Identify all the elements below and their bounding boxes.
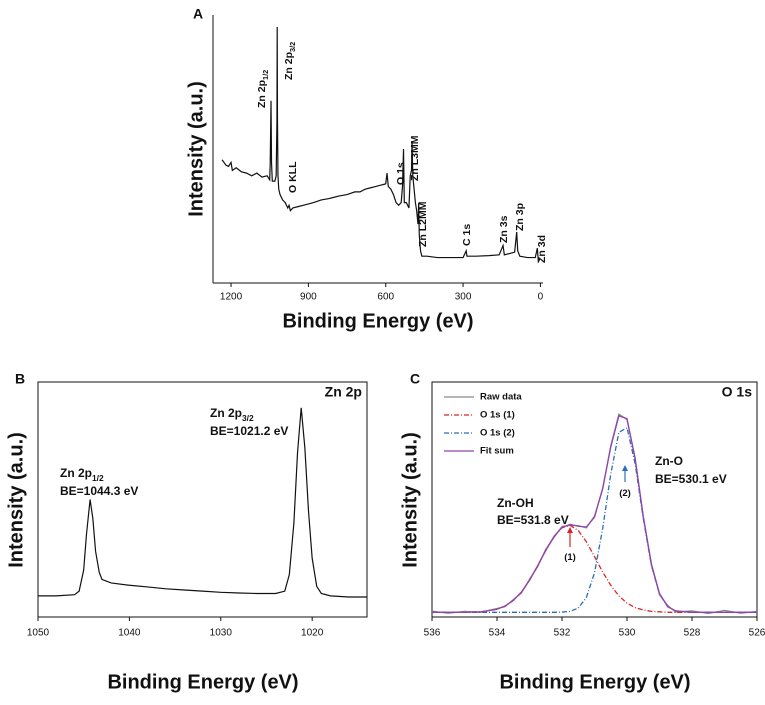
panel-letter: A (193, 6, 203, 22)
annotation: (2) (619, 488, 631, 499)
annotation-text: O 1s (395, 162, 407, 185)
annotation-text: BE=530.1 eV (655, 472, 727, 486)
panel-title: Zn 2p (325, 384, 362, 400)
annotation-text: BE=531.8 eV (497, 513, 569, 527)
annotation-text: O KLL (287, 161, 299, 193)
annotation-text: Zn 2p (283, 52, 295, 80)
x-tick-label: 536 (424, 628, 441, 639)
annotation: O KLL (287, 161, 299, 193)
annotation-text: Zn 2p (210, 406, 242, 420)
series-line (432, 524, 757, 613)
series-line (431, 413, 758, 615)
annotation: Zn 3d (536, 235, 548, 263)
annotation: Zn 2p3/2 (283, 42, 298, 80)
annotation: Zn L3MM (409, 135, 421, 181)
annotation: Zn-OH (497, 496, 534, 510)
x-tick-label: 534 (489, 628, 506, 639)
panel-letter: B (15, 371, 25, 387)
annotation-text: Zn 3p (514, 203, 526, 231)
annotation-text: (1) (564, 552, 576, 563)
legend-label: Fit sum (480, 446, 514, 457)
annotation-text: Zn 3s (498, 215, 510, 243)
annotation: Zn L2MM (417, 201, 429, 247)
legend-label: O 1s (2) (480, 428, 515, 439)
x-axis-label: Binding Energy (eV) (499, 671, 690, 693)
annotation: Zn 3s (498, 215, 510, 243)
x-tick-label: 1050 (27, 628, 50, 639)
annotation: Zn 2p1/2 (256, 70, 271, 108)
annotation: Zn 2p3/2 (210, 406, 254, 423)
annotation: O 1s (395, 162, 407, 185)
plot-frame (431, 381, 758, 618)
annotation-text: Zn L3MM (409, 135, 421, 181)
annotation: BE=1044.3 eV (60, 484, 138, 498)
x-tick-label: 1020 (301, 628, 324, 639)
x-tick-label: 1030 (210, 628, 233, 639)
annotation-text: Zn-O (655, 454, 683, 468)
annotation: BE=1021.2 eV (210, 424, 288, 438)
x-axis-label: Binding Energy (eV) (282, 310, 473, 332)
annotation: Zn 3p (514, 203, 526, 231)
annotation: Zn-O (655, 454, 683, 468)
annotation-text: C 1s (461, 224, 473, 246)
x-tick-label: 600 (377, 292, 394, 303)
annotation-sub: 1/2 (261, 70, 270, 80)
annotation: Zn 2p1/2 (60, 466, 104, 483)
series-line (221, 27, 541, 264)
annotation-text: Zn 3d (536, 235, 548, 263)
annotation: BE=531.8 eV (497, 513, 569, 527)
plot-frame (37, 381, 368, 618)
series-line (432, 414, 757, 613)
x-tick-label: 0 (538, 292, 544, 303)
panel-letter: C (410, 371, 420, 387)
y-axis-label: Intensity (a.u.) (5, 432, 27, 568)
x-tick-label: 526 (749, 628, 765, 639)
y-axis-label: Intensity (a.u.) (185, 81, 207, 217)
annotation: (1) (564, 552, 576, 563)
annotation-text: Zn-OH (497, 496, 534, 510)
annotation-sub: 3/2 (288, 42, 297, 52)
legend-label: Raw data (480, 392, 522, 403)
y-axis-label: Intensity (a.u.) (399, 432, 421, 568)
annotation: BE=530.1 eV (655, 472, 727, 486)
annotation-text: Zn 2p (60, 466, 92, 480)
panel-title: O 1s (722, 384, 753, 400)
x-tick-label: 532 (554, 628, 571, 639)
x-tick-label: 528 (684, 628, 701, 639)
annotation-text: BE=1021.2 eV (210, 424, 288, 438)
x-tick-label: 1040 (118, 628, 141, 639)
annotation-sub: 3/2 (242, 413, 254, 423)
x-tick-label: 300 (455, 292, 472, 303)
series-line (38, 407, 367, 598)
legend-label: O 1s (1) (480, 410, 515, 421)
annotation-text: BE=1044.3 eV (60, 484, 138, 498)
x-axis-label: Binding Energy (eV) (107, 671, 298, 693)
annotation-text: Zn L2MM (417, 201, 429, 247)
annotation-text: (2) (619, 488, 631, 499)
annotation-sub: 1/2 (92, 473, 104, 483)
annotation-text: Zn 2p (256, 80, 268, 108)
x-tick-label: 1200 (220, 292, 243, 303)
x-tick-label: 530 (619, 628, 636, 639)
annotation: C 1s (461, 224, 473, 246)
x-tick-label: 900 (300, 292, 317, 303)
